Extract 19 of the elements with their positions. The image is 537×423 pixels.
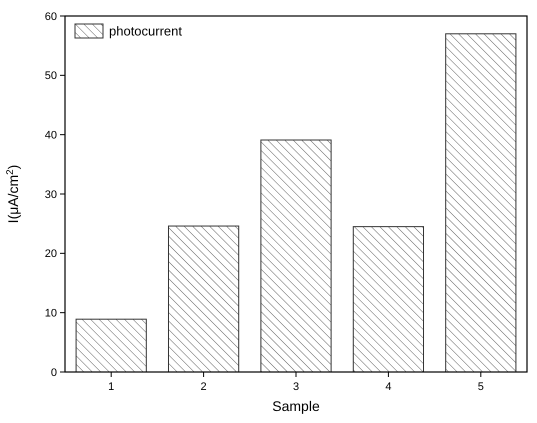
y-tick-label: 30 (44, 188, 57, 201)
x-tick-label: 5 (478, 381, 484, 393)
y-tick-label: 0 (50, 366, 57, 379)
y-tick-label: 60 (44, 10, 57, 23)
x-tick-label: 2 (200, 381, 207, 393)
y-tick-label: 50 (44, 70, 57, 82)
legend-label: photocurrent (109, 24, 182, 39)
bar (445, 33, 516, 372)
x-axis-title: Sample (272, 398, 320, 414)
y-tick-label: 20 (44, 248, 57, 260)
x-tick-label: 4 (385, 381, 392, 393)
x-tick-label: 1 (108, 381, 114, 393)
y-tick-label: 40 (44, 130, 57, 142)
x-tick-label: 3 (292, 381, 300, 393)
bar (76, 318, 147, 372)
bar (168, 226, 240, 372)
y-tick-label: 10 (44, 308, 57, 320)
bar (260, 140, 332, 372)
bar (352, 226, 424, 372)
